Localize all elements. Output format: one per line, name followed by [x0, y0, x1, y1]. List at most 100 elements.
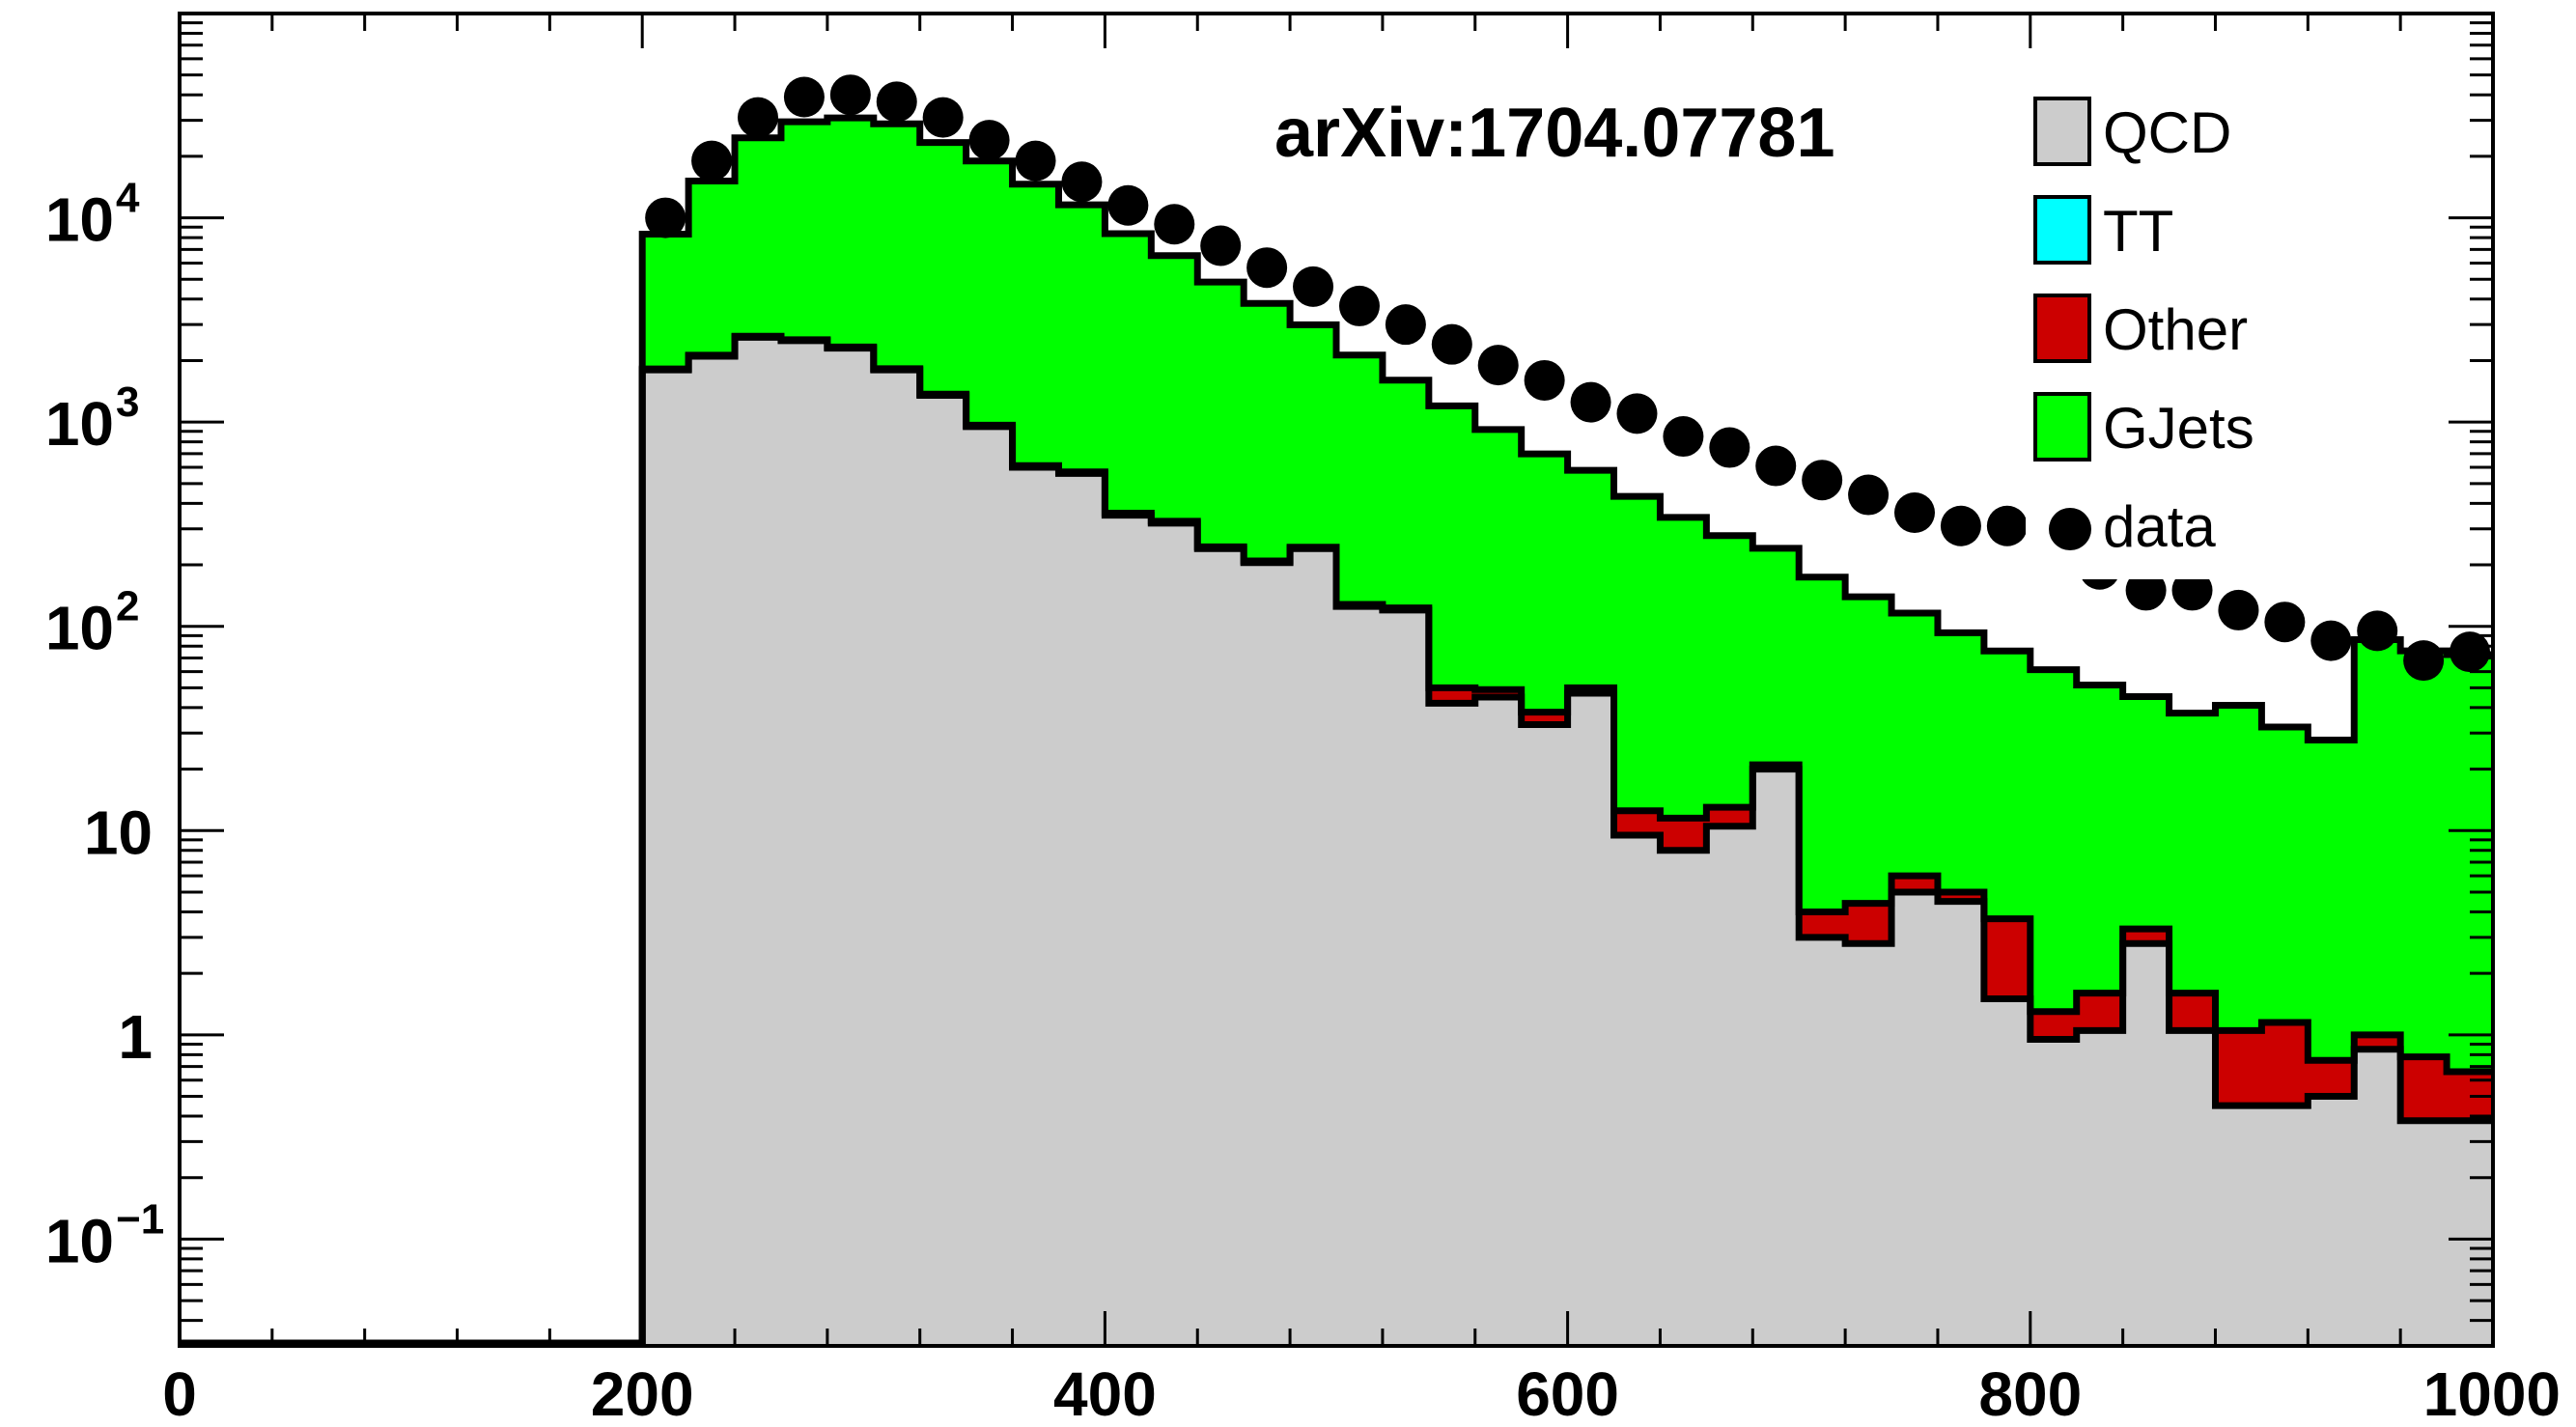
x-tick-label-600: 600 — [1516, 1359, 1619, 1427]
data-point-2 — [738, 97, 778, 138]
bar-other-28 — [1937, 891, 1985, 902]
bar-gjets-7 — [966, 160, 1014, 426]
y-tick-exponent: 2 — [116, 583, 139, 630]
legend: QCD TT Other GJets data — [2026, 77, 2257, 579]
bar-other-22 — [1660, 818, 1707, 851]
legend-swatch-gjets — [2033, 392, 2091, 462]
bar-qcd-15 — [1336, 606, 1384, 1346]
bar-other-18 — [1474, 689, 1523, 698]
bar-gjets-25 — [1799, 576, 1846, 912]
bar-qcd-17 — [1428, 703, 1476, 1346]
legend-marker-data — [2049, 508, 2091, 550]
data-point-34 — [2218, 589, 2259, 630]
bar-qcd-4 — [826, 348, 875, 1346]
data-point-38 — [2403, 640, 2445, 682]
bar-other-31 — [2076, 993, 2124, 1031]
bar-qcd-37 — [2354, 1049, 2401, 1346]
data-point-21 — [1616, 393, 1658, 434]
bar-other-37 — [2354, 1034, 2401, 1049]
legend-label-gjets: GJets — [2103, 396, 2254, 461]
bar-other-27 — [1891, 876, 1939, 892]
bar-qcd-22 — [1660, 850, 1707, 1346]
data-point-4 — [829, 74, 871, 116]
bar-other-23 — [1706, 807, 1753, 826]
bar-gjets-2 — [735, 137, 782, 337]
bar-gjets-13 — [1244, 303, 1291, 561]
bar-qcd-0 — [642, 370, 689, 1346]
bar-other-35 — [2261, 1021, 2309, 1106]
bar-qcd-10 — [1105, 515, 1152, 1346]
bar-qcd-11 — [1151, 522, 1198, 1346]
data-point-14 — [1293, 266, 1334, 307]
y-tick-exponent: 4 — [116, 175, 140, 222]
data-point-24 — [1755, 445, 1797, 487]
bar-qcd-6 — [919, 395, 967, 1346]
bar-qcd-28 — [1937, 901, 1985, 1346]
bar-qcd-33 — [2169, 1030, 2217, 1346]
bar-qcd-31 — [2076, 1030, 2124, 1346]
bar-gjets-1 — [688, 181, 736, 355]
x-tick-label-400: 400 — [1053, 1359, 1157, 1427]
bar-gjets-26 — [1845, 597, 1892, 904]
bar-gjets-18 — [1474, 429, 1523, 690]
bar-qcd-36 — [2308, 1096, 2355, 1346]
bar-gjets-17 — [1428, 406, 1476, 688]
bar-gjets-33 — [2169, 713, 2217, 993]
bar-other-29 — [1983, 918, 2031, 999]
legend-label-data: data — [2103, 494, 2216, 559]
x-tick-label-200: 200 — [591, 1359, 694, 1427]
bar-qcd-34 — [2215, 1105, 2262, 1346]
bar-other-21 — [1613, 810, 1662, 835]
data-point-17 — [1431, 323, 1472, 365]
data-point-28 — [1940, 505, 1981, 546]
y-tick-exponent: −1 — [116, 1195, 164, 1243]
y-tick-label: 10 — [45, 389, 114, 459]
plot-frame — [178, 12, 2495, 1348]
bar-qcd-14 — [1290, 548, 1337, 1346]
bar-qcd-21 — [1613, 834, 1662, 1346]
data-point-35 — [2264, 602, 2306, 643]
bar-gjets-34 — [2215, 705, 2262, 1031]
bar-other-17 — [1428, 687, 1476, 704]
bar-gjets-30 — [2030, 669, 2078, 1012]
bar-qcd-3 — [780, 340, 828, 1347]
series-qcd — [642, 337, 2494, 1347]
bar-other-25 — [1799, 911, 1846, 937]
bar-qcd-23 — [1706, 825, 1753, 1346]
bar-qcd-1 — [688, 355, 736, 1347]
bar-gjets-22 — [1660, 517, 1707, 819]
legend-swatch-qcd — [2033, 97, 2091, 166]
data-point-26 — [1848, 474, 1890, 516]
bar-gjets-4 — [826, 118, 875, 348]
x-tick-label-0: 0 — [162, 1359, 197, 1427]
data-point-6 — [922, 97, 964, 138]
bar-qcd-9 — [1058, 473, 1106, 1347]
y-tick-label: 10 — [45, 185, 114, 255]
bar-gjets-8 — [1012, 183, 1060, 466]
bar-gjets-12 — [1197, 282, 1245, 547]
bar-gjets-6 — [919, 142, 967, 395]
data-point-37 — [2357, 610, 2398, 652]
bar-qcd-30 — [2030, 1039, 2078, 1346]
bar-gjets-19 — [1521, 454, 1569, 713]
bar-qcd-39 — [2447, 1120, 2494, 1346]
data-point-13 — [1246, 247, 1288, 289]
bar-gjets-15 — [1336, 354, 1384, 605]
bar-qcd-29 — [1983, 998, 2031, 1346]
data-point-10 — [1107, 184, 1149, 226]
bar-qcd-26 — [1845, 943, 1892, 1346]
bar-other-38 — [2400, 1056, 2448, 1121]
bar-gjets-16 — [1382, 379, 1430, 608]
data-point-39 — [2450, 631, 2491, 673]
bar-gjets-9 — [1058, 205, 1106, 472]
data-point-29 — [1986, 505, 2028, 546]
bar-gjets-27 — [1891, 613, 1939, 877]
bar-qcd-5 — [873, 370, 921, 1346]
bar-qcd-24 — [1752, 769, 1800, 1346]
y-tick-label: 10 — [45, 594, 114, 663]
bar-gjets-11 — [1151, 255, 1198, 521]
data-point-23 — [1709, 427, 1750, 468]
bar-qcd-20 — [1567, 693, 1615, 1346]
